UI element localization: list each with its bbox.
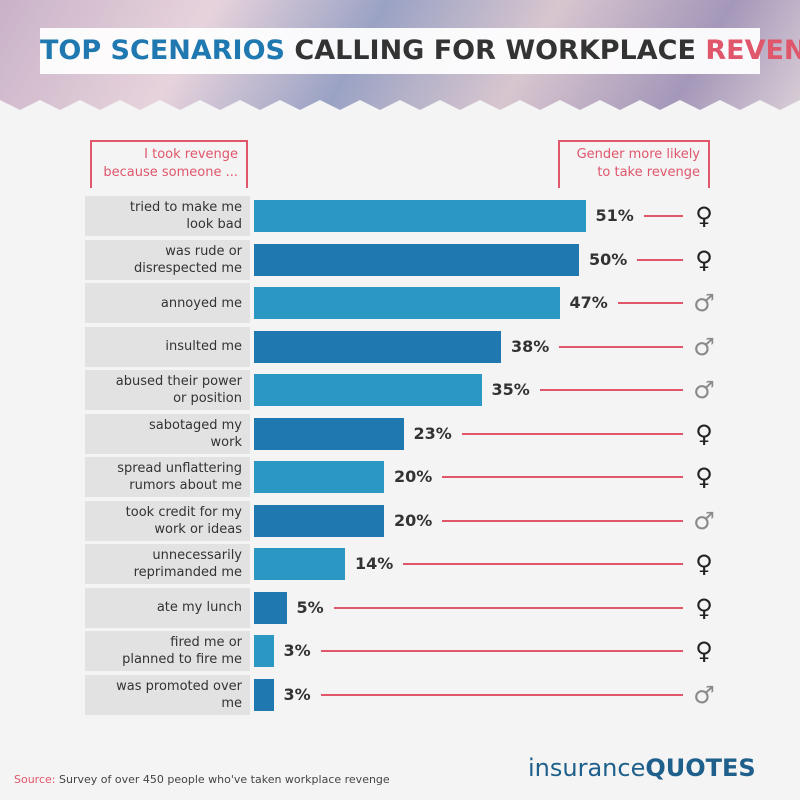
title-part: REVENGE [705, 35, 800, 66]
title-part: CALLING FOR WORKPLACE [294, 35, 696, 66]
category-label: sabotaged my work [85, 413, 250, 454]
gender-symbol: ♀ [695, 245, 713, 274]
gender-symbol: ♀ [695, 593, 713, 622]
bar [254, 504, 384, 537]
gender-symbol: ♂ [693, 289, 715, 317]
gender-symbol: ♀ [695, 550, 713, 578]
title-part: TOP SCENARIOS [40, 35, 285, 66]
connector-line [461, 432, 683, 435]
value-label: 47% [569, 293, 608, 312]
gender-symbol: ♂ [693, 376, 715, 404]
value-label: 23% [413, 423, 452, 443]
value-label: 50% [589, 249, 628, 269]
value-label: 51% [595, 206, 634, 225]
gender-symbol: ♀ [695, 463, 713, 491]
category-label: ate my lunch [85, 587, 250, 628]
bar [254, 417, 404, 450]
value-label: 20% [394, 467, 433, 486]
category-label: was rude or disrespected me [85, 239, 250, 280]
connector-line [643, 215, 683, 217]
category-label: spread unflattering rumors about me [85, 457, 250, 497]
gender-symbol: ♀ [695, 202, 713, 230]
bar [254, 330, 501, 363]
bar [254, 548, 345, 580]
connector-line [539, 389, 683, 391]
logo-part: QUOTES [645, 754, 756, 782]
bar [254, 591, 287, 624]
value-label: 5% [296, 597, 324, 617]
source-text: Survey of over 450 people who've taken w… [59, 773, 390, 786]
right-header: Gender more likely to take revenge [558, 140, 710, 188]
category-label: insulted me [85, 326, 250, 367]
category-label: unnecessarily reprimanded me [85, 544, 250, 584]
source-label: Source: [14, 773, 56, 786]
value-label: 3% [283, 641, 311, 660]
left-header: I took revenge because someone ... [90, 140, 248, 188]
bar [254, 461, 384, 493]
bar [254, 374, 482, 406]
connector-line [320, 693, 683, 696]
gender-symbol: ♂ [693, 680, 715, 709]
value-label: 20% [394, 510, 433, 530]
gender-symbol: ♀ [695, 637, 713, 665]
chart-title: TOP SCENARIOS CALLING FOR WORKPLACE REVE… [40, 28, 800, 74]
gender-symbol: ♂ [693, 332, 715, 361]
bar [254, 287, 560, 319]
value-label: 38% [511, 336, 550, 356]
logo: insuranceQUOTES [528, 754, 756, 782]
bar [254, 200, 586, 232]
category-label: abused their power or position [85, 370, 250, 410]
value-label: 35% [491, 380, 530, 399]
category-label: fired me or planned to fire me [85, 631, 250, 671]
category-label: annoyed me [85, 283, 250, 323]
connector-line [617, 302, 683, 304]
connector-line [442, 476, 683, 478]
connector-line [333, 606, 683, 609]
bar [254, 678, 274, 711]
value-label: 14% [355, 554, 394, 573]
logo-part: insurance [528, 754, 646, 782]
category-label: was promoted over me [85, 674, 250, 715]
connector-line [637, 258, 683, 261]
category-label: took credit for my work or ideas [85, 500, 250, 541]
gender-symbol: ♀ [695, 419, 713, 448]
connector-line [559, 345, 683, 348]
bar [254, 243, 579, 276]
gender-symbol: ♂ [693, 506, 715, 535]
bar [254, 635, 274, 667]
source: Source: Survey of over 450 people who've… [14, 773, 390, 786]
value-label: 3% [283, 684, 311, 704]
category-label: tried to make me look bad [85, 196, 250, 236]
connector-line [403, 563, 683, 565]
connector-line [442, 519, 683, 522]
connector-line [320, 650, 683, 652]
